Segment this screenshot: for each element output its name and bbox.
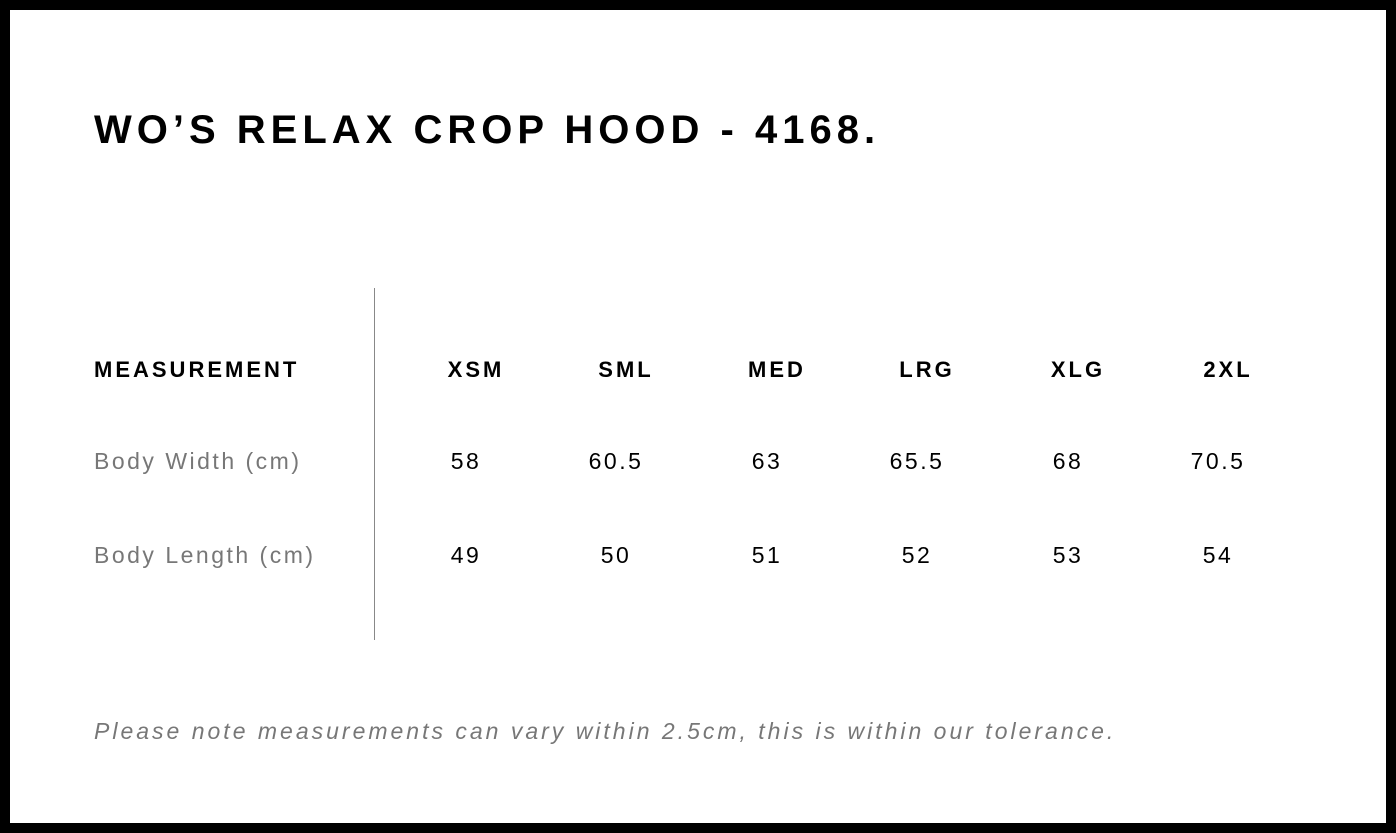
- table-cell: 54: [1202, 542, 1234, 568]
- column-divider: [374, 288, 375, 640]
- table-cell: 53: [1052, 542, 1084, 568]
- table-cell: 63: [751, 448, 783, 474]
- table-cell: 60.5: [588, 448, 644, 474]
- table-cell: 65.5: [889, 448, 945, 474]
- table-cell: 50: [600, 542, 632, 568]
- size-header-lrg: LRG: [899, 357, 955, 382]
- page-title: WO’S RELAX CROP HOOD - 4168.: [94, 108, 881, 152]
- size-header-med: MED: [748, 357, 806, 382]
- table-cell: 70.5: [1190, 448, 1246, 474]
- table-cell: 58: [450, 448, 482, 474]
- table-cell: 49: [450, 542, 482, 568]
- size-header-xlg: XLG: [1050, 357, 1106, 382]
- table-cell: 68: [1052, 448, 1084, 474]
- size-header-xsm: XSM: [447, 357, 505, 382]
- measurement-header: MEASUREMENT: [94, 357, 300, 382]
- size-header-sml: SML: [598, 357, 654, 382]
- table-cell: 52: [901, 542, 933, 568]
- tolerance-note: Please note measurements can vary within…: [94, 718, 1117, 744]
- row-label: Body Length (cm): [94, 542, 316, 568]
- row-label: Body Width (cm): [94, 448, 302, 474]
- table-cell: 51: [751, 542, 783, 568]
- size-chart-card: [10, 10, 1386, 823]
- size-header-2xl: 2XL: [1203, 357, 1253, 382]
